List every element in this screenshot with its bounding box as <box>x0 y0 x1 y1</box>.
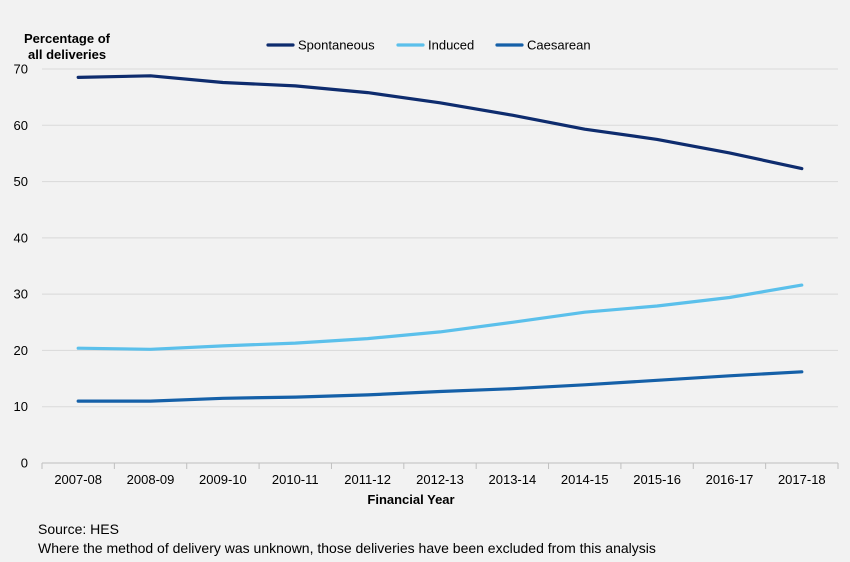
gridlines <box>42 68 838 408</box>
legend-label-caesarean: Caesarean <box>527 38 591 53</box>
y-axis-title-line-2: all deliveries <box>28 47 106 62</box>
y-axis-ticks: 0 10 20 30 40 50 60 70 <box>14 62 28 471</box>
x-tick-label-2015-16: 2015-16 <box>633 472 681 487</box>
x-tick-label-2009-10: 2009-10 <box>199 472 247 487</box>
y-tick-label-60: 60 <box>14 118 28 133</box>
x-tick-label-2012-13: 2012-13 <box>416 472 464 487</box>
series-lines <box>76 74 804 403</box>
x-axis: 2007-08 2008-09 2009-10 2010-11 2011-12 2012-… <box>41 462 839 487</box>
y-tick-label-50: 50 <box>14 174 28 189</box>
y-tick-label-0: 0 <box>21 456 28 471</box>
y-tick-label-10: 10 <box>14 399 28 414</box>
y-tick-label-30: 30 <box>14 287 28 302</box>
x-axis-title: Financial Year <box>367 492 454 507</box>
x-tick-label-2008-09: 2008-09 <box>127 472 175 487</box>
series-line-caesarean <box>76 370 804 403</box>
legend-label-induced: Induced <box>428 38 474 53</box>
series-line-induced <box>76 283 804 351</box>
x-tick-label-2013-14: 2013-14 <box>489 472 537 487</box>
x-tick-label-2016-17: 2016-17 <box>706 472 754 487</box>
y-tick-label-40: 40 <box>14 230 28 245</box>
x-tick-label-2007-08: 2007-08 <box>54 472 102 487</box>
x-tick-label-2011-12: 2011-12 <box>344 472 391 487</box>
line-chart: Percentage of all deliveries 0 10 20 30 40 50… <box>14 31 839 507</box>
series-line-spontaneous <box>76 74 804 171</box>
exclusion-note: Where the method of delivery was unknown… <box>38 540 656 556</box>
y-tick-label-70: 70 <box>14 62 28 77</box>
legend-label-spontaneous: Spontaneous <box>298 38 375 53</box>
y-tick-label-20: 20 <box>14 343 28 358</box>
x-tick-label-2010-11: 2010-11 <box>272 472 319 487</box>
source-note: Source: HES <box>38 521 119 537</box>
x-tick-label-2017-18: 2017-18 <box>778 472 826 487</box>
legend: Spontaneous Induced Caesarean <box>266 38 591 53</box>
x-tick-label-2014-15: 2014-15 <box>561 472 609 487</box>
y-axis-title-line-1: Percentage of <box>24 31 111 46</box>
